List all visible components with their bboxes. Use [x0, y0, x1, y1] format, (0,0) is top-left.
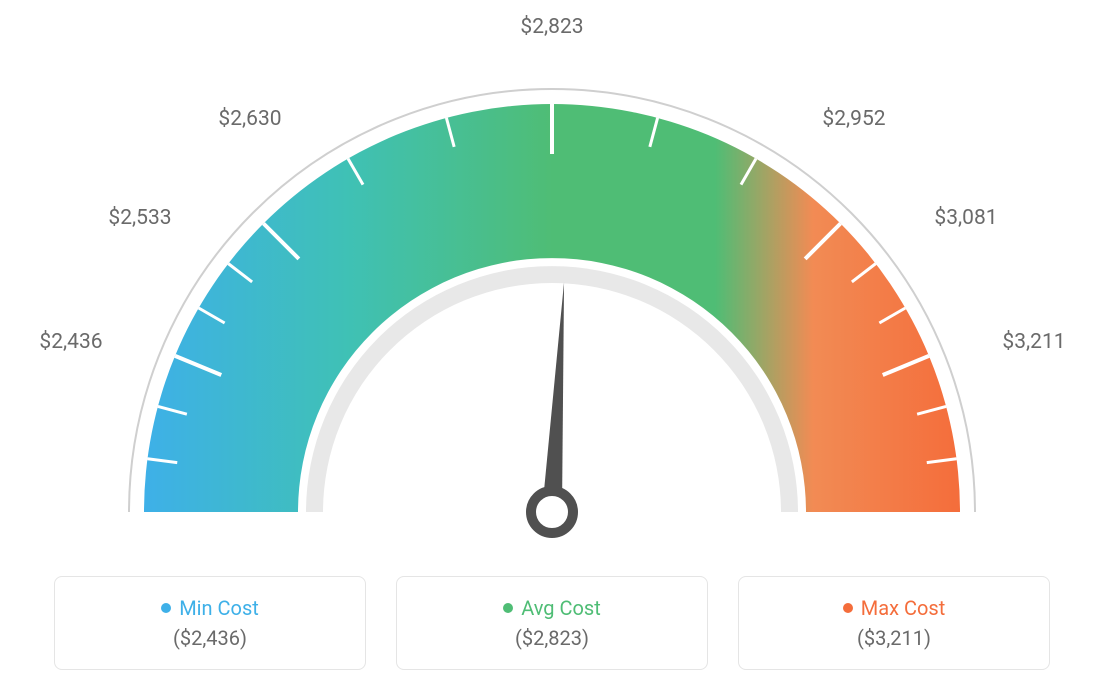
- legend-row: Min Cost ($2,436) Avg Cost ($2,823) Max Cost…: [0, 576, 1104, 670]
- legend-card: Max Cost ($3,211): [738, 576, 1050, 670]
- legend-value: ($3,211): [857, 626, 931, 650]
- legend-title: Min Cost: [161, 596, 259, 620]
- gauge-tick-label: $2,533: [108, 206, 171, 230]
- legend-card: Avg Cost ($2,823): [396, 576, 708, 670]
- gauge-tick-label: $3,211: [1002, 330, 1065, 354]
- cost-gauge: $2,436 $2,533 $2,630 $2,823 $2,952 $3,081 $3,2…: [0, 0, 1104, 560]
- legend-dot-icon: [503, 603, 513, 613]
- legend-value: ($2,823): [515, 626, 589, 650]
- legend-dot-icon: [161, 603, 171, 613]
- gauge-tick-label: $2,823: [520, 15, 583, 39]
- legend-title: Max Cost: [843, 596, 946, 620]
- gauge-needle-base: [531, 491, 573, 533]
- legend-title-text: Min Cost: [179, 596, 259, 620]
- legend-value: ($2,436): [173, 626, 247, 650]
- legend-card: Min Cost ($2,436): [54, 576, 366, 670]
- legend-dot-icon: [843, 603, 853, 613]
- gauge-tick-label: $2,436: [39, 330, 102, 354]
- legend-title-text: Max Cost: [861, 596, 946, 620]
- gauge-tick-label: $2,630: [218, 107, 281, 131]
- gauge-tick-label: $2,952: [822, 107, 885, 131]
- gauge-tick-label: $3,081: [934, 206, 997, 230]
- legend-title-text: Avg Cost: [521, 596, 601, 620]
- gauge-needle: [542, 282, 564, 512]
- legend-title: Avg Cost: [503, 596, 601, 620]
